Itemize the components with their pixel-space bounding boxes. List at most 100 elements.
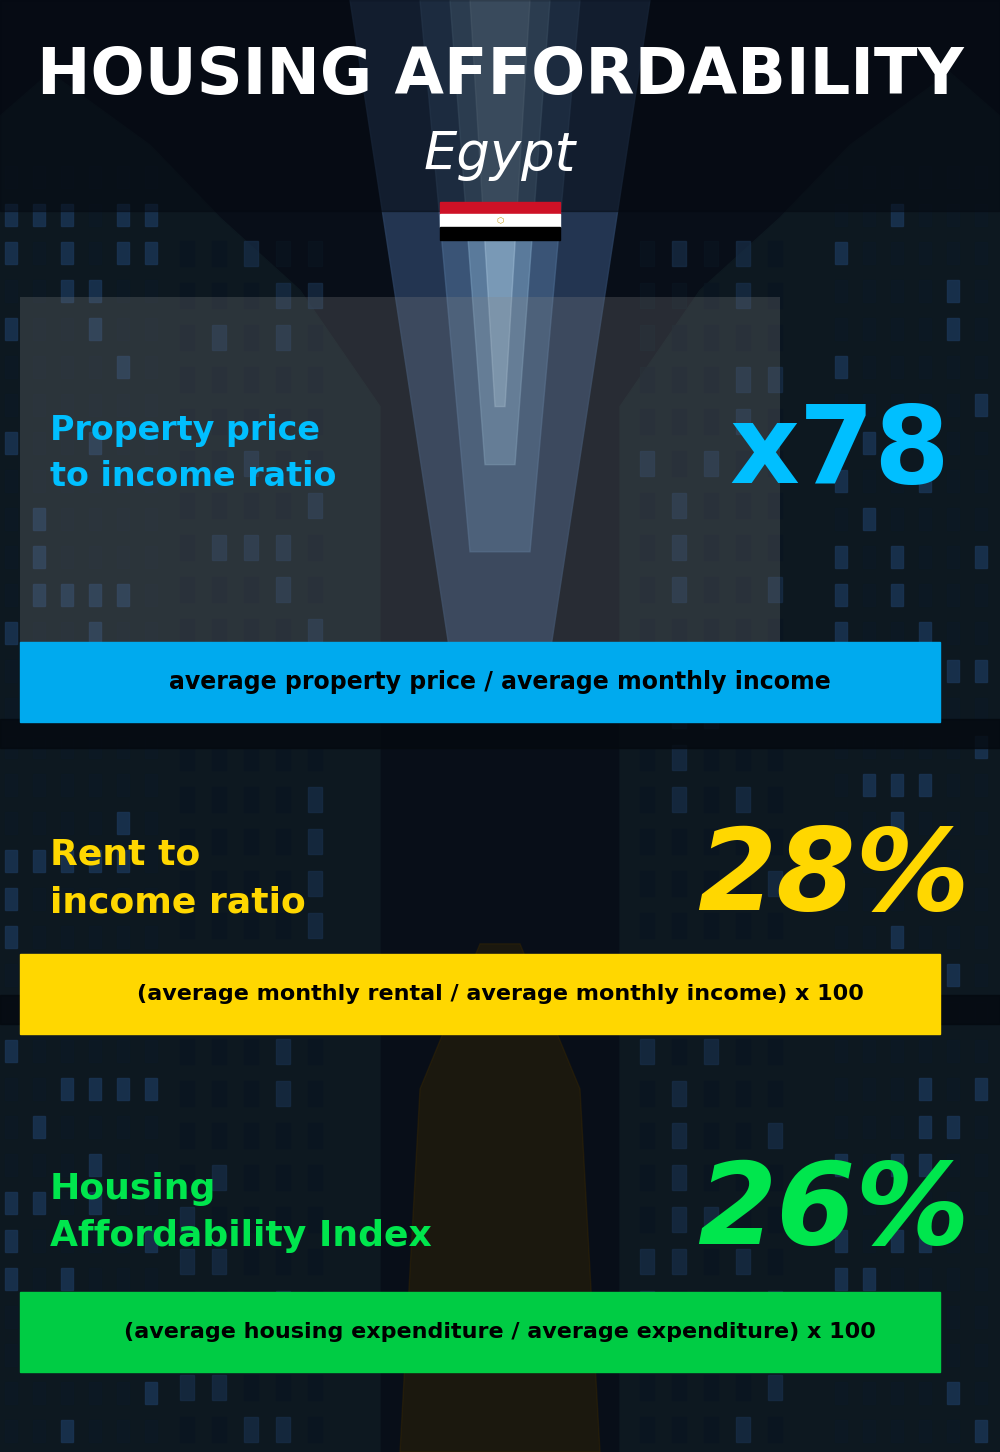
Bar xyxy=(947,661,959,682)
Bar xyxy=(975,242,987,264)
Bar xyxy=(117,621,129,645)
Bar xyxy=(863,1040,875,1061)
Bar xyxy=(704,241,718,266)
Bar xyxy=(835,203,847,227)
Bar xyxy=(117,546,129,568)
Bar xyxy=(89,1345,101,1366)
Bar xyxy=(145,508,157,530)
Bar xyxy=(640,1207,654,1231)
Bar xyxy=(180,913,194,938)
Bar xyxy=(975,1077,987,1101)
Bar xyxy=(975,621,987,645)
Bar xyxy=(835,849,847,873)
Bar xyxy=(919,318,931,340)
Bar xyxy=(768,1375,782,1400)
Bar xyxy=(5,1382,17,1404)
Bar xyxy=(89,318,101,340)
Bar xyxy=(244,1122,258,1149)
Bar xyxy=(672,452,686,476)
Bar xyxy=(863,393,875,417)
Bar xyxy=(975,1305,987,1329)
Bar xyxy=(947,698,959,720)
Bar xyxy=(5,470,17,492)
Bar xyxy=(33,584,45,605)
Bar xyxy=(640,576,654,603)
Bar xyxy=(61,774,73,796)
Bar xyxy=(145,242,157,264)
Bar xyxy=(768,661,782,685)
Bar xyxy=(768,1249,782,1273)
Bar xyxy=(891,1420,903,1442)
Bar xyxy=(89,1230,101,1252)
Bar xyxy=(736,409,750,434)
Bar xyxy=(308,829,322,854)
Bar xyxy=(863,926,875,948)
Bar xyxy=(308,283,322,308)
Bar xyxy=(244,1080,258,1106)
Bar xyxy=(863,280,875,302)
Bar xyxy=(180,745,194,770)
Polygon shape xyxy=(470,0,530,407)
Bar xyxy=(33,1002,45,1024)
Bar xyxy=(640,409,654,434)
Text: ⬡: ⬡ xyxy=(496,216,504,225)
Bar xyxy=(89,812,101,833)
Bar xyxy=(672,913,686,938)
Bar xyxy=(89,736,101,758)
Bar xyxy=(145,280,157,302)
Bar xyxy=(863,166,875,187)
Bar xyxy=(640,829,654,854)
Bar xyxy=(891,546,903,568)
Bar xyxy=(672,871,686,896)
Bar xyxy=(947,470,959,492)
Bar xyxy=(33,812,45,833)
Bar xyxy=(89,964,101,986)
Bar xyxy=(145,1117,157,1138)
Bar xyxy=(863,1154,875,1176)
Bar xyxy=(180,619,194,645)
Bar xyxy=(145,1230,157,1252)
Bar xyxy=(640,998,654,1022)
Bar xyxy=(61,621,73,645)
Bar xyxy=(947,584,959,605)
Bar xyxy=(61,1040,73,1061)
Bar xyxy=(640,1040,654,1064)
Bar xyxy=(244,1417,258,1442)
Bar xyxy=(835,166,847,187)
Bar xyxy=(244,534,258,560)
Bar xyxy=(117,1117,129,1138)
Bar xyxy=(145,1002,157,1024)
Bar xyxy=(947,393,959,417)
Bar xyxy=(835,1305,847,1329)
Bar xyxy=(672,1291,686,1316)
Bar xyxy=(276,1040,290,1064)
Bar xyxy=(33,356,45,378)
Bar xyxy=(863,661,875,682)
Bar xyxy=(919,508,931,530)
Bar xyxy=(640,283,654,308)
Bar xyxy=(640,661,654,685)
Bar xyxy=(308,1165,322,1191)
Bar xyxy=(947,1002,959,1024)
Bar xyxy=(768,1333,782,1358)
Bar xyxy=(947,1305,959,1329)
Bar xyxy=(947,889,959,910)
Bar xyxy=(276,1207,290,1231)
Bar xyxy=(61,280,73,302)
Bar xyxy=(768,1165,782,1191)
Bar xyxy=(5,584,17,605)
Bar xyxy=(736,913,750,938)
Text: Property price
to income ratio: Property price to income ratio xyxy=(50,414,336,492)
Bar xyxy=(117,280,129,302)
Bar xyxy=(704,661,718,685)
Bar xyxy=(180,1122,194,1149)
Bar xyxy=(975,1154,987,1176)
Bar xyxy=(672,534,686,560)
Bar xyxy=(89,470,101,492)
Bar xyxy=(672,576,686,603)
Bar xyxy=(117,1192,129,1214)
Bar xyxy=(180,1040,194,1064)
Text: x78: x78 xyxy=(729,399,950,507)
Bar xyxy=(835,280,847,302)
Bar xyxy=(975,1382,987,1404)
